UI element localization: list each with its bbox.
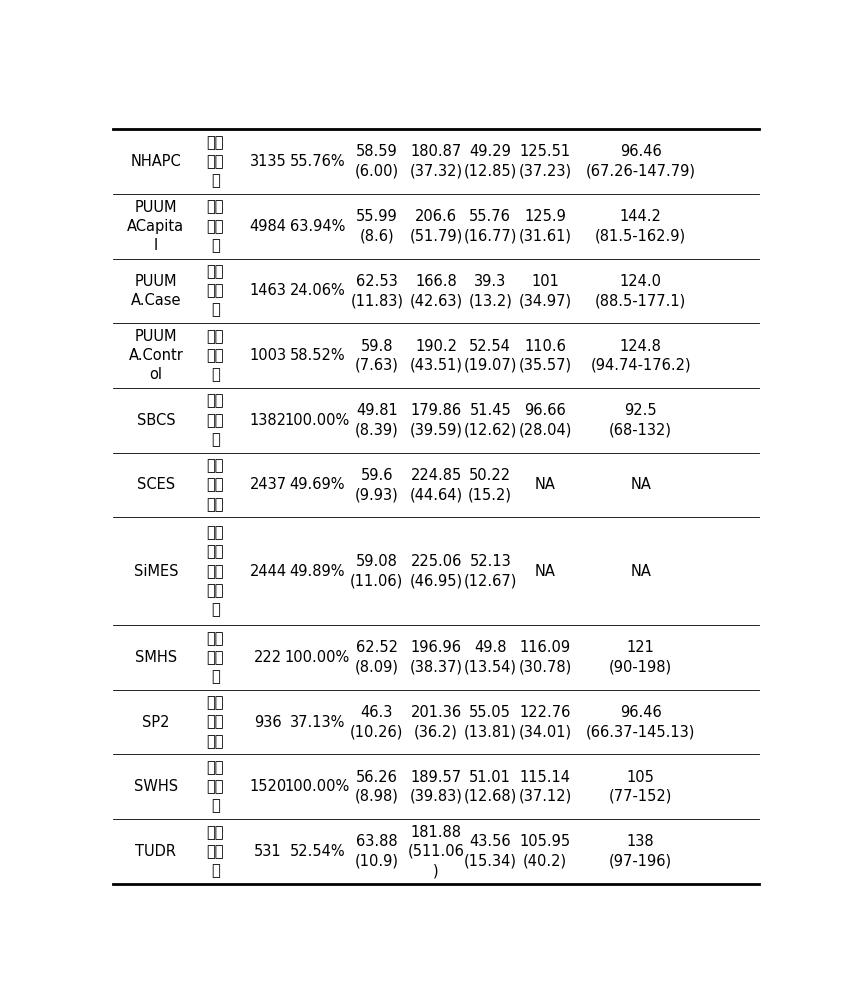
Text: 196.96
(38.37): 196.96 (38.37): [409, 640, 463, 675]
Text: TUDR: TUDR: [135, 844, 176, 859]
Text: 105.95
(40.2): 105.95 (40.2): [519, 834, 570, 869]
Text: 105
(77-152): 105 (77-152): [609, 770, 672, 804]
Text: 中国
大陆
人: 中国 大陆 人: [207, 329, 224, 382]
Text: 4984: 4984: [249, 219, 287, 234]
Text: PUUM
A.Case: PUUM A.Case: [130, 274, 181, 308]
Text: 58.59
(6.00): 58.59 (6.00): [355, 144, 399, 179]
Text: 121
(90-198): 121 (90-198): [609, 640, 672, 675]
Text: 225.06
(46.95): 225.06 (46.95): [409, 554, 463, 588]
Text: 201.36
(36.2): 201.36 (36.2): [410, 705, 462, 739]
Text: 52.13
(12.67): 52.13 (12.67): [464, 554, 517, 588]
Text: 96.46
(67.26-147.79): 96.46 (67.26-147.79): [585, 144, 695, 179]
Text: 55.99
(8.6): 55.99 (8.6): [356, 209, 397, 243]
Text: 52.54
(19.07): 52.54 (19.07): [464, 339, 517, 373]
Text: 24.06%: 24.06%: [289, 283, 346, 298]
Text: 124.0
(88.5-177.1): 124.0 (88.5-177.1): [595, 274, 686, 308]
Text: 96.66
(28.04): 96.66 (28.04): [518, 403, 572, 437]
Text: 1382: 1382: [249, 413, 287, 428]
Text: 52.54%: 52.54%: [289, 844, 346, 859]
Text: 110.6
(35.57): 110.6 (35.57): [518, 339, 572, 373]
Text: 62.53
(11.83): 62.53 (11.83): [351, 274, 403, 308]
Text: 100.00%: 100.00%: [285, 413, 350, 428]
Text: 49.89%: 49.89%: [289, 564, 346, 579]
Text: PUUM
A.Contr
ol: PUUM A.Contr ol: [129, 329, 183, 382]
Text: NA: NA: [630, 477, 651, 492]
Text: 166.8
(42.63): 166.8 (42.63): [409, 274, 463, 308]
Text: SMHS: SMHS: [134, 650, 177, 665]
Text: 101
(34.97): 101 (34.97): [518, 274, 572, 308]
Text: 59.6
(9.93): 59.6 (9.93): [355, 468, 398, 502]
Text: 122.76
(34.01): 122.76 (34.01): [518, 705, 572, 739]
Text: 55.76%: 55.76%: [289, 154, 346, 169]
Text: 中国
大陆
人: 中国 大陆 人: [207, 200, 224, 253]
Text: 49.81
(8.39): 49.81 (8.39): [355, 403, 398, 437]
Text: NA: NA: [534, 477, 556, 492]
Text: 中国
大陆
人: 中国 大陆 人: [207, 394, 224, 447]
Text: 46.3
(10.26): 46.3 (10.26): [350, 705, 403, 739]
Text: 936: 936: [254, 715, 282, 730]
Text: 中国
大陆
人: 中国 大陆 人: [207, 631, 224, 684]
Text: SCES: SCES: [137, 477, 175, 492]
Text: 49.29
(12.85): 49.29 (12.85): [464, 144, 517, 179]
Text: 125.9
(31.61): 125.9 (31.61): [518, 209, 572, 243]
Text: 58.52%: 58.52%: [289, 348, 346, 363]
Text: 49.8
(13.54): 49.8 (13.54): [464, 640, 517, 675]
Text: 222: 222: [254, 650, 282, 665]
Text: 63.88
(10.9): 63.88 (10.9): [355, 834, 399, 869]
Text: NA: NA: [534, 564, 556, 579]
Text: 新加
坡籍
马来
西亚
人: 新加 坡籍 马来 西亚 人: [207, 525, 224, 617]
Text: 181.88
(511.06
): 181.88 (511.06 ): [408, 825, 465, 878]
Text: 180.87
(37.32): 180.87 (37.32): [409, 144, 463, 179]
Text: 2444: 2444: [249, 564, 287, 579]
Text: 43.56
(15.34): 43.56 (15.34): [464, 834, 517, 869]
Text: 115.14
(37.12): 115.14 (37.12): [518, 770, 572, 804]
Text: 37.13%: 37.13%: [289, 715, 346, 730]
Text: 中国
大陆
人: 中国 大陆 人: [207, 135, 224, 188]
Text: 3135: 3135: [249, 154, 286, 169]
Text: 51.45
(12.62): 51.45 (12.62): [464, 403, 517, 437]
Text: 2437: 2437: [249, 477, 287, 492]
Text: 531: 531: [254, 844, 282, 859]
Text: SP2: SP2: [142, 715, 169, 730]
Text: 144.2
(81.5-162.9): 144.2 (81.5-162.9): [595, 209, 686, 243]
Text: 1463: 1463: [249, 283, 287, 298]
Text: 138
(97-196): 138 (97-196): [609, 834, 672, 869]
Text: 1003: 1003: [249, 348, 287, 363]
Text: 116.09
(30.78): 116.09 (30.78): [518, 640, 572, 675]
Text: 125.51
(37.23): 125.51 (37.23): [518, 144, 572, 179]
Text: 100.00%: 100.00%: [285, 650, 350, 665]
Text: 179.86
(39.59): 179.86 (39.59): [409, 403, 463, 437]
Text: 中国
大陆
人: 中国 大陆 人: [207, 760, 224, 814]
Text: 190.2
(43.51): 190.2 (43.51): [409, 339, 463, 373]
Text: 中国
台湾
人: 中国 台湾 人: [207, 825, 224, 878]
Text: 206.6
(51.79): 206.6 (51.79): [409, 209, 463, 243]
Text: 1520: 1520: [249, 779, 287, 794]
Text: 59.08
(11.06): 59.08 (11.06): [350, 554, 403, 588]
Text: 62.52
(8.09): 62.52 (8.09): [355, 640, 399, 675]
Text: 50.22
(15.2): 50.22 (15.2): [468, 468, 512, 502]
Text: 124.8
(94.74-176.2): 124.8 (94.74-176.2): [591, 339, 691, 373]
Text: 189.57
(39.83): 189.57 (39.83): [409, 770, 463, 804]
Text: 新加
坡籍
华裔: 新加 坡籍 华裔: [207, 458, 224, 512]
Text: 92.5
(68-132): 92.5 (68-132): [609, 403, 672, 437]
Text: 224.85
(44.64): 224.85 (44.64): [409, 468, 463, 502]
Text: 55.76
(16.77): 55.76 (16.77): [464, 209, 517, 243]
Text: NHAPC: NHAPC: [130, 154, 181, 169]
Text: 中国
大陆
人: 中国 大陆 人: [207, 264, 224, 318]
Text: 63.94%: 63.94%: [289, 219, 346, 234]
Text: 39.3
(13.2): 39.3 (13.2): [468, 274, 512, 308]
Text: 55.05
(13.81): 55.05 (13.81): [464, 705, 517, 739]
Text: 59.8
(7.63): 59.8 (7.63): [355, 339, 399, 373]
Text: SiMES: SiMES: [134, 564, 178, 579]
Text: 49.69%: 49.69%: [289, 477, 346, 492]
Text: SWHS: SWHS: [134, 779, 178, 794]
Text: NA: NA: [630, 564, 651, 579]
Text: 100.00%: 100.00%: [285, 779, 350, 794]
Text: 56.26
(8.98): 56.26 (8.98): [355, 770, 399, 804]
Text: PUUM
ACapita
l: PUUM ACapita l: [128, 200, 185, 253]
Text: 96.46
(66.37-145.13): 96.46 (66.37-145.13): [585, 705, 695, 739]
Text: SBCS: SBCS: [136, 413, 175, 428]
Text: 51.01
(12.68): 51.01 (12.68): [464, 770, 517, 804]
Text: 新加
坡籍
华裔: 新加 坡籍 华裔: [207, 695, 224, 749]
